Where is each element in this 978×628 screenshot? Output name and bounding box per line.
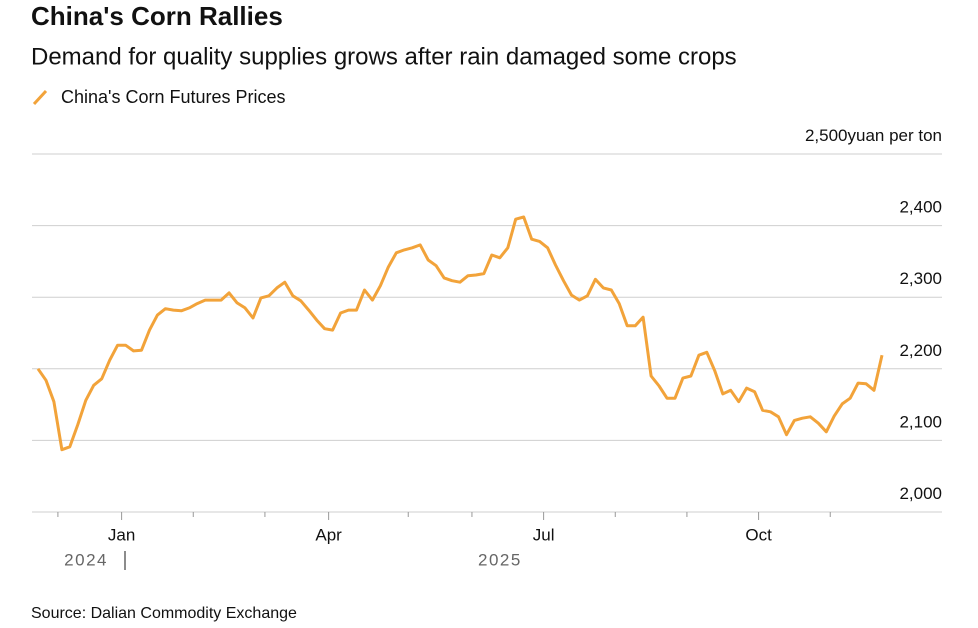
y-tick-value: 2,500 (805, 126, 848, 145)
y-tick-label: 2,000 (899, 484, 942, 503)
legend-label: China's Corn Futures Prices (61, 87, 286, 107)
x-tick-label: Oct (745, 525, 772, 544)
chart-subtitle: Demand for quality supplies grows after … (31, 43, 737, 70)
y-tick-label: 2,400 (899, 198, 942, 217)
y-unit: yuan per ton (847, 126, 942, 145)
price-line (36, 215, 884, 452)
year-label: 2025 (478, 550, 522, 569)
y-tick-label: 2,200 (899, 341, 942, 360)
year-label: 2024 (64, 550, 108, 569)
chart-title: China's Corn Rallies (31, 1, 283, 31)
source: Source: Dalian Commodity Exchange (31, 605, 297, 622)
legend-swatch (32, 89, 48, 106)
y-tick-label: 2,500yuan per ton (805, 126, 942, 145)
y-tick-label: 2,100 (899, 413, 942, 432)
x-tick-label: Apr (315, 525, 342, 544)
y-tick-value: 2,300 (899, 270, 942, 289)
y-tick-value: 2,200 (899, 341, 942, 360)
x-tick-label: Jan (108, 525, 135, 544)
y-tick-value: 2,400 (899, 198, 942, 217)
y-tick-value: 2,000 (899, 484, 942, 503)
y-tick-label: 2,300 (899, 270, 942, 289)
y-tick-value: 2,100 (899, 413, 942, 432)
x-tick-label: Jul (533, 525, 555, 544)
